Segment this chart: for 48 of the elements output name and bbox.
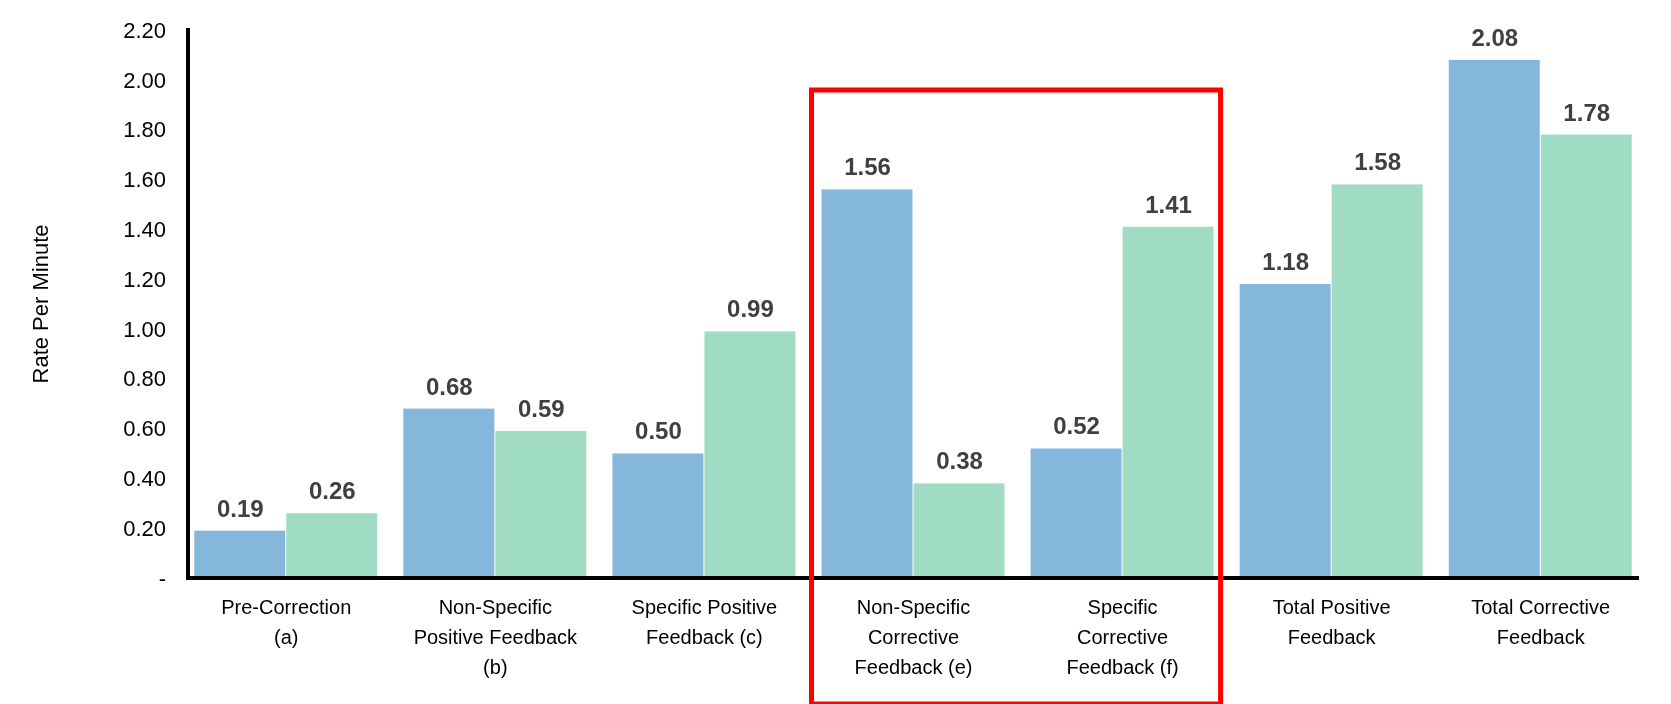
bar [1030,448,1122,578]
bar [286,513,378,578]
data-label: 1.78 [1563,98,1611,126]
data-label: 2.08 [1471,23,1519,51]
data-label: 0.99 [727,295,774,323]
x-tick-label: Total Positive Feedback [1272,596,1391,648]
bar [704,331,796,578]
y-tick-label: 1.60 [123,167,166,193]
bar [1239,284,1331,578]
bar [194,530,286,578]
y-tick-label: 0.40 [123,466,166,492]
x-tick-label: Specific Positive Feedback (c) [631,596,778,648]
y-tick-label: 0.20 [123,515,166,541]
x-tick-label: Pre-Correction (a) [221,596,352,648]
data-label: 0.19 [216,494,264,522]
x-tick-label: Non-Specific Corrective Feedback (e) [854,596,973,678]
data-label: 0.59 [517,395,565,423]
data-label: 0.38 [936,447,983,475]
data-label: 1.18 [1262,248,1310,276]
x-tick-label: Total Corrective Feedback [1471,596,1611,648]
bar [495,431,587,578]
bar [1122,226,1214,578]
data-label: 0.68 [425,372,473,400]
x-tick-label: Specific Corrective Feedback (f) [1066,596,1179,678]
y-tick-label: 1.80 [123,117,166,143]
y-tick-label: 1.20 [123,266,166,292]
data-label: 0.50 [635,417,682,445]
bar [913,483,1005,578]
y-tick-label: 2.00 [123,67,166,93]
bar [403,408,495,578]
y-tick-label: 1.40 [123,216,166,242]
y-tick-label: 1.00 [123,316,166,342]
bar [1448,59,1540,578]
data-label: 1.41 [1145,190,1192,218]
bar [821,189,913,578]
y-tick-label: - [158,565,166,591]
y-tick-label: 2.20 [123,17,166,43]
data-label: 0.26 [308,477,356,505]
data-label: 1.58 [1354,148,1402,176]
y-tick-label: 0.60 [123,416,166,442]
y-tick-label: 0.80 [123,366,166,392]
bar [1540,134,1632,578]
x-tick-label: Non-Specific Positive Feedback (b) [413,596,579,678]
data-label: 1.56 [844,153,891,181]
bar [1331,184,1423,578]
y-axis-title: Rate Per Minute [28,224,53,384]
bar [612,453,704,578]
data-label: 0.52 [1053,412,1100,440]
